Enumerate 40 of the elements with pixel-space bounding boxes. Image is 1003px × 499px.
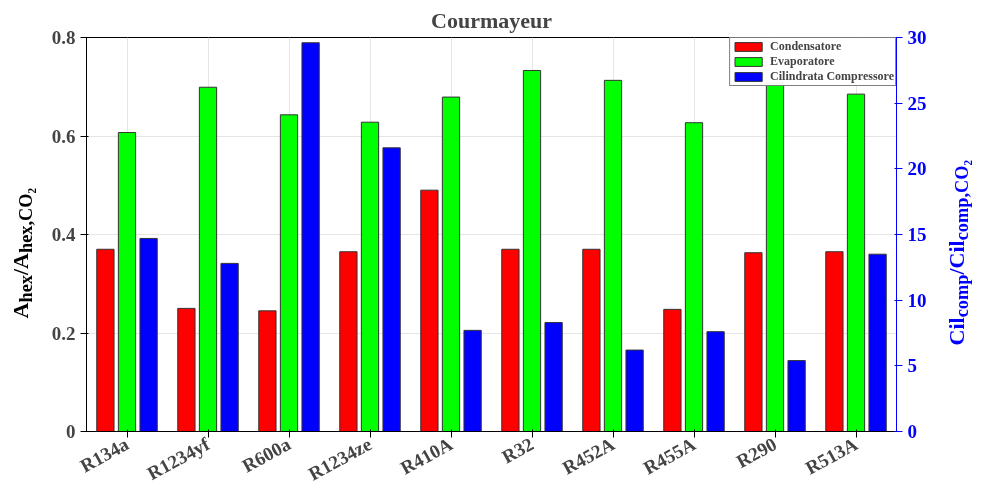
y-tick-label: 0.2: [51, 322, 76, 344]
chart-title: Courmayeur: [431, 7, 553, 33]
y2-tick-label: 0: [907, 421, 917, 442]
bar: [582, 248, 601, 432]
bar: [339, 251, 358, 432]
x-tick-label: R600a: [238, 433, 295, 477]
bar: [463, 329, 482, 432]
y-tick-label: 0.8: [51, 27, 76, 48]
bar: [787, 360, 806, 432]
y-tick-label: 0.6: [51, 125, 76, 147]
bar: [501, 248, 520, 432]
x-tick-label: R134a: [76, 433, 133, 477]
legend-label: Evaporatore: [770, 54, 835, 69]
y2-tick-label: 10: [907, 289, 927, 311]
legend-label: Cilindrata Compressore: [770, 69, 894, 84]
bar: [684, 122, 704, 432]
y2-tick-label: 25: [907, 92, 927, 114]
y2-tick-label: 30: [907, 27, 927, 48]
bar: [663, 308, 682, 432]
y-tick-label: 0.4: [51, 224, 76, 245]
bar: [420, 189, 439, 432]
bar: [522, 70, 542, 432]
y-tick-label: 0: [66, 421, 76, 442]
y2-tick-label: 20: [907, 158, 927, 180]
bar: [744, 252, 763, 432]
legend-label: Condensatore: [770, 39, 842, 54]
bar: [706, 331, 725, 432]
bar: [177, 307, 196, 432]
bar: [198, 86, 218, 432]
bar: [825, 251, 844, 432]
y2-tick-label: 5: [907, 355, 917, 377]
bar: [258, 310, 277, 432]
bar: [625, 349, 644, 432]
x-tick-label: R32: [498, 433, 538, 468]
x-tick-label: R290: [732, 433, 781, 472]
bar: [544, 321, 563, 432]
bar: [603, 79, 623, 432]
bar: [441, 96, 461, 432]
y2-tick-label: 15: [907, 224, 927, 245]
bar: [96, 248, 115, 432]
